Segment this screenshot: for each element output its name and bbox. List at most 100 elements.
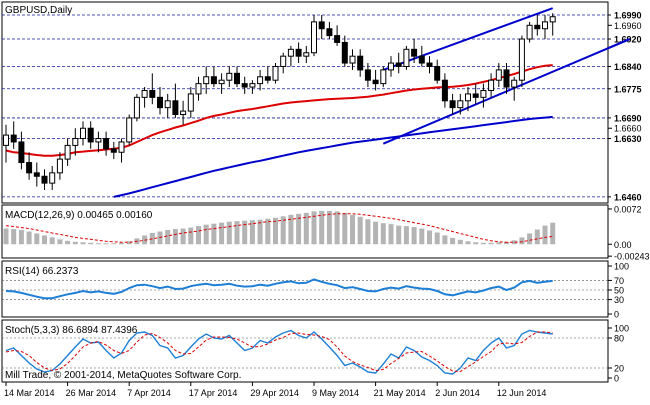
main-panel-frame: [1, 1, 609, 204]
candle-body: [72, 138, 79, 146]
price-tick-label: 1.6840: [614, 62, 642, 72]
price-label-bg: [611, 132, 648, 145]
macd-bar: [365, 219, 371, 245]
candle-body: [418, 55, 425, 64]
macd-tick-label: -0.00243: [614, 252, 650, 262]
rsi-tick-label: 30: [614, 295, 624, 305]
ma-fast-path: [5, 64, 553, 157]
time-tick-label: 14 Mar 2014: [4, 388, 55, 398]
candle-body: [380, 69, 387, 85]
price-label-bg: [611, 9, 648, 22]
macd-bar: [319, 210, 325, 245]
candle-body: [103, 138, 110, 150]
stoch-tick-label: 20: [614, 364, 624, 374]
candle-body: [334, 35, 341, 43]
macd-bar: [373, 221, 379, 245]
candle-body: [180, 110, 187, 116]
macd-panel: 0.0072 0.00 -0.00243: [3, 204, 650, 262]
time-tick-label: 7 Apr 2014: [127, 388, 171, 398]
candle-body: [503, 69, 510, 88]
macd-bar: [288, 214, 294, 245]
panel-frames: [1, 1, 609, 383]
ma-fast-line: [5, 64, 553, 157]
macd-bar: [465, 241, 471, 245]
macd-bar: [95, 243, 101, 245]
macd-bar: [26, 231, 32, 245]
candle-body: [157, 96, 163, 109]
candle-body: [357, 55, 364, 71]
macd-bar: [396, 225, 402, 245]
stoch-tick-label: 100: [614, 324, 629, 334]
macd-bar: [234, 221, 240, 245]
rsi-title: RSI(14) 66.2373: [5, 266, 79, 277]
candle-body: [95, 138, 102, 143]
candle-body: [10, 134, 17, 143]
candle-body: [534, 24, 541, 30]
candle-body: [64, 144, 71, 160]
macd-bar: [3, 228, 9, 245]
time-tick-label: 9 May 2014: [312, 388, 359, 398]
macd-bar: [388, 224, 394, 245]
rsi-line: [5, 278, 553, 300]
candle-body: [126, 117, 133, 143]
macd-bar: [18, 230, 24, 245]
candle-body: [218, 79, 225, 85]
macd-bar: [434, 232, 440, 245]
candle-body: [542, 21, 548, 30]
rsi-tick-label: 50: [614, 286, 624, 296]
macd-bar: [49, 237, 55, 245]
macd-bar: [488, 242, 494, 245]
time-tick-label: 2 Jun 2014: [435, 388, 480, 398]
candle-body: [3, 134, 9, 146]
rsi-tick-label: 0: [614, 310, 619, 320]
candle-body: [133, 96, 140, 119]
price-label-bg: [611, 60, 648, 73]
macd-bar: [219, 222, 225, 245]
candle-body: [87, 127, 94, 143]
macd-signal-line: [5, 213, 553, 243]
macd-bar: [342, 212, 348, 245]
channel-line: [382, 7, 554, 71]
time-tick-label: 17 Apr 2014: [189, 388, 238, 398]
candle-body: [426, 62, 433, 67]
macd-bar: [303, 212, 309, 245]
macd-bar: [65, 240, 71, 245]
macd-bar: [427, 230, 432, 245]
channel-line-extension: [606, 38, 631, 50]
macd-bar: [80, 242, 86, 245]
candle-body: [488, 79, 495, 91]
price-tick-label: 1.6960: [614, 21, 642, 31]
candle-body: [280, 55, 287, 67]
candle-body: [395, 62, 402, 67]
candle-body: [526, 24, 533, 40]
chart-title: GBPUSD,Daily: [5, 5, 72, 16]
candle-body: [441, 79, 448, 102]
price-tick-label: 1.6990: [614, 11, 642, 21]
macd-bar: [257, 219, 263, 245]
price-label-bg: [611, 111, 648, 124]
stoch-title: Stoch(5,3,3) 86.6894 87.4396: [5, 325, 138, 336]
macd-bar: [550, 222, 556, 245]
rsi-tick-label: 70: [614, 276, 624, 286]
candle-body: [210, 76, 217, 85]
macd-bar: [511, 240, 517, 245]
macd-bar: [180, 228, 186, 245]
macd-bar: [165, 230, 171, 245]
candle-body: [511, 79, 518, 88]
macd-tick-label: 0.00: [614, 240, 632, 250]
macd-bar: [196, 226, 201, 245]
candle-body: [203, 76, 210, 85]
macd-bar: [226, 221, 232, 245]
candle-body: [241, 83, 248, 88]
macd-bar: [296, 213, 302, 245]
ma-slow-line: [113, 115, 553, 198]
candle-body: [257, 76, 264, 85]
candle-body: [33, 172, 40, 177]
time-tick-label: 26 Mar 2014: [66, 388, 117, 398]
price-tick-label: 1.6660: [614, 124, 642, 134]
candle-body: [49, 172, 56, 184]
rsi-tick-label: 100: [614, 262, 629, 272]
